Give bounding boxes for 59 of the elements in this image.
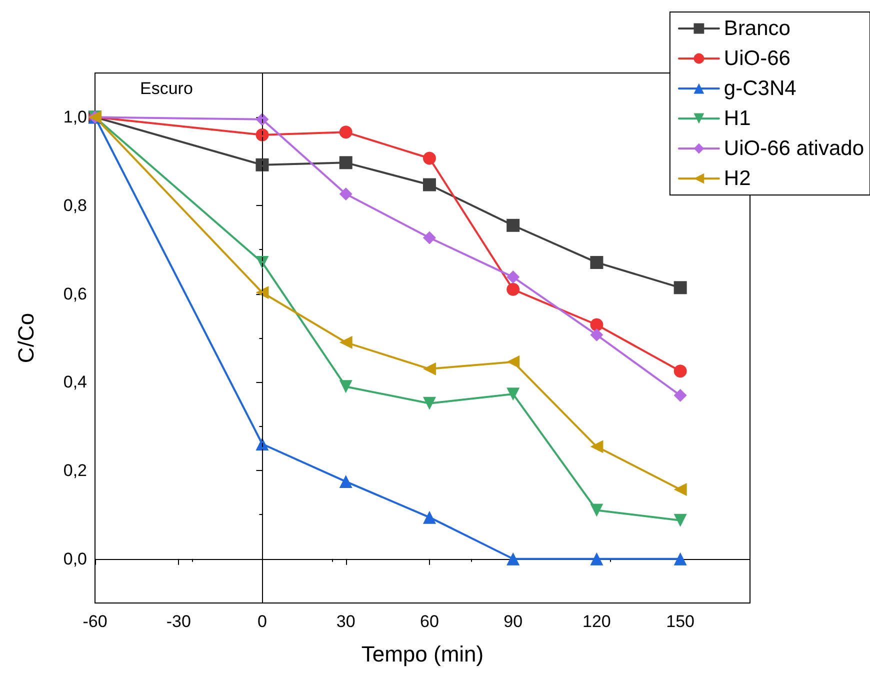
point — [506, 282, 520, 296]
legend-label: g-C3N4 — [724, 77, 797, 100]
point — [674, 482, 687, 496]
point — [339, 188, 352, 201]
x-tick-label: 90 — [504, 612, 523, 631]
point — [506, 218, 520, 232]
point — [422, 231, 436, 244]
x-tick-label: -30 — [166, 612, 191, 631]
legend-label: Branco — [724, 17, 790, 40]
point — [422, 362, 436, 376]
point — [590, 504, 604, 517]
x-tick-label: 150 — [666, 612, 695, 631]
point — [422, 152, 436, 165]
point — [674, 552, 687, 566]
point — [674, 281, 687, 294]
point — [256, 286, 269, 300]
point — [506, 270, 520, 284]
point — [506, 388, 520, 401]
point — [339, 156, 352, 170]
point — [674, 388, 687, 402]
y-tick-label: 0,0 — [63, 549, 87, 568]
point — [506, 355, 520, 368]
x-tick-label: 120 — [582, 612, 611, 631]
point — [422, 510, 436, 524]
legend-label: UiO-66 ativado — [724, 137, 864, 160]
annotation: Escuro — [140, 79, 193, 98]
x-tick-label: 30 — [336, 612, 356, 631]
y-tick-label: 0,8 — [63, 196, 87, 215]
point — [339, 126, 352, 139]
y-tick-label: 0,2 — [63, 461, 87, 480]
legend-label: UiO-66 — [724, 47, 790, 70]
point — [590, 440, 604, 454]
point — [674, 364, 687, 378]
legend-label: H2 — [724, 167, 751, 190]
x-tick-label: -60 — [82, 612, 108, 631]
point — [590, 318, 604, 332]
y-tick-label: 0,4 — [63, 372, 87, 392]
y-axis-title: C/Co — [14, 312, 38, 364]
legend-label: H1 — [724, 107, 751, 130]
point — [590, 328, 604, 342]
point — [590, 552, 604, 566]
point — [422, 178, 436, 192]
point — [422, 396, 436, 410]
point — [339, 336, 352, 349]
point — [256, 158, 269, 172]
x-tick-label: 60 — [420, 612, 439, 631]
point — [339, 380, 352, 394]
point — [674, 514, 687, 527]
x-tick-label: 0 — [258, 612, 267, 631]
y-tick-label: 0,6 — [63, 284, 87, 304]
x-axis-title: Tempo (min) — [361, 642, 484, 666]
point — [590, 256, 604, 269]
point — [256, 256, 269, 269]
y-tick-label: 1,0 — [63, 108, 87, 127]
point — [339, 475, 352, 488]
point — [256, 112, 269, 126]
point — [506, 552, 520, 566]
point — [256, 438, 269, 450]
point — [256, 128, 269, 142]
